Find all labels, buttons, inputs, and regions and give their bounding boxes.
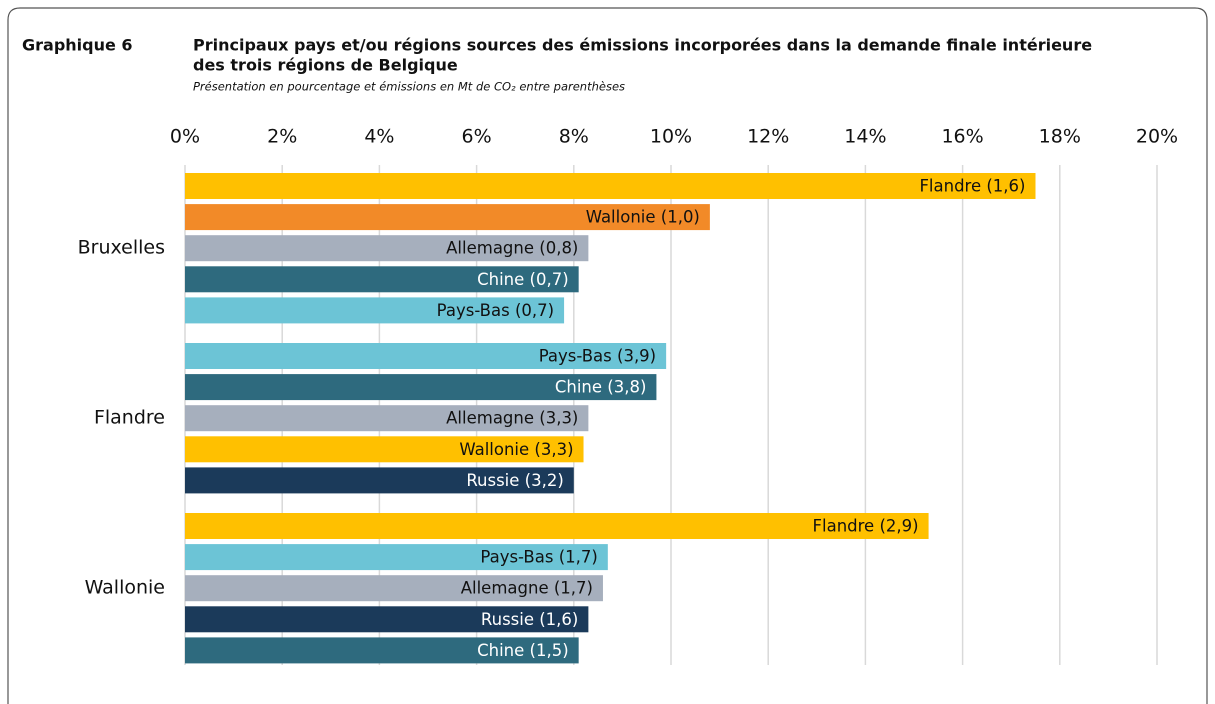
bar bbox=[185, 467, 574, 494]
x-tick-label: 14% bbox=[844, 126, 886, 148]
bar bbox=[185, 343, 667, 369]
x-tick-label: 2% bbox=[267, 126, 297, 148]
category-label: Bruxelles bbox=[78, 237, 165, 259]
x-tick-label: 0% bbox=[170, 126, 200, 148]
bar bbox=[185, 436, 584, 463]
bar bbox=[185, 235, 589, 262]
bar-label: Flandre (1,6) bbox=[919, 177, 1025, 196]
bar bbox=[185, 266, 579, 293]
chart-subtitle: Présentation en pourcentage et émissions… bbox=[193, 80, 625, 94]
bar-label: Chine (0,7) bbox=[477, 270, 569, 289]
x-tick-label: 8% bbox=[559, 126, 589, 148]
bar-label: Wallonie (3,3) bbox=[459, 440, 573, 459]
bar-label: Russie (3,2) bbox=[466, 471, 563, 490]
bar-label: Chine (1,5) bbox=[477, 641, 569, 660]
bar-label: Allemagne (0,8) bbox=[446, 239, 578, 258]
bar bbox=[185, 544, 608, 571]
bar-label: Flandre (2,9) bbox=[813, 517, 919, 536]
frame bbox=[7, 7, 1208, 704]
bar bbox=[185, 575, 603, 602]
x-tick-label: 6% bbox=[462, 126, 492, 148]
bar-label: Pays-Bas (0,7) bbox=[437, 301, 554, 320]
x-tick-label: 18% bbox=[1039, 126, 1081, 148]
category-label: Flandre bbox=[94, 407, 165, 429]
category-label: Wallonie bbox=[85, 577, 165, 599]
x-tick-label: 12% bbox=[747, 126, 789, 148]
bar-label: Allemagne (1,7) bbox=[461, 579, 593, 598]
x-tick-label: 10% bbox=[650, 126, 692, 148]
bar-label: Allemagne (3,3) bbox=[446, 409, 578, 428]
chart-title: Principaux pays et/ou régions sources de… bbox=[193, 36, 1092, 55]
bar-label: Pays-Bas (3,9) bbox=[539, 347, 656, 366]
bar bbox=[185, 606, 589, 633]
bar-label: Wallonie (1,0) bbox=[586, 208, 700, 227]
chart-title: des trois régions de Belgique bbox=[193, 56, 458, 75]
bar bbox=[185, 374, 657, 401]
chart-label: Graphique 6 bbox=[22, 36, 133, 55]
bar-label: Pays-Bas (1,7) bbox=[480, 548, 597, 567]
bar bbox=[185, 405, 589, 432]
bar bbox=[185, 297, 565, 324]
x-tick-label: 16% bbox=[941, 126, 983, 148]
bar bbox=[185, 204, 710, 231]
bar bbox=[185, 173, 1036, 199]
x-tick-label: 20% bbox=[1136, 126, 1178, 148]
x-tick-label: 4% bbox=[364, 126, 394, 148]
bar-label: Russie (1,6) bbox=[481, 610, 578, 629]
bar bbox=[185, 637, 579, 664]
bar-label: Chine (3,8) bbox=[555, 378, 647, 397]
bar bbox=[185, 513, 929, 539]
